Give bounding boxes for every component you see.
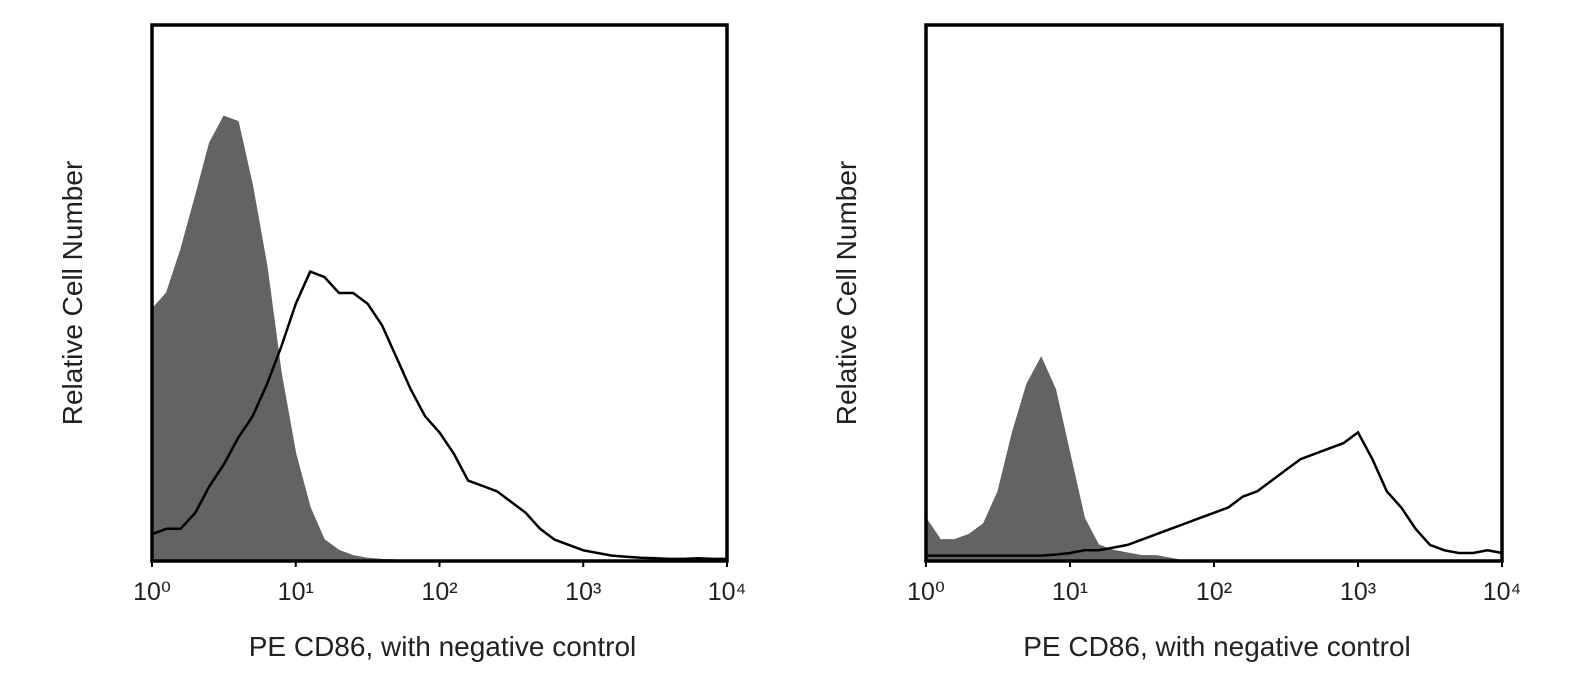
histogram-line (151, 270, 727, 561)
x-tick-label: 10² (421, 578, 457, 606)
histogram-area (151, 115, 727, 562)
x-tick-label: 10⁰ (907, 578, 945, 606)
x-tick-label: 10¹ (278, 578, 314, 606)
x-tick-label: 10¹ (1052, 578, 1088, 606)
y-axis-label: Relative Cell Number (57, 161, 88, 426)
x-tick-label: 10⁰ (133, 578, 171, 606)
x-axis-label: PE CD86, with negative control (1023, 631, 1411, 662)
x-tick-label: 10⁴ (708, 578, 747, 606)
y-axis-label: Relative Cell Number (831, 161, 862, 426)
x-tick-label: 10³ (565, 578, 601, 606)
x-tick-label: 10³ (1340, 578, 1376, 606)
histogram-line (926, 430, 1503, 557)
x-tick-label: 10² (1196, 578, 1232, 606)
x-tick-label: 10⁴ (1483, 578, 1522, 606)
x-axis-label: PE CD86, with negative control (249, 631, 637, 662)
